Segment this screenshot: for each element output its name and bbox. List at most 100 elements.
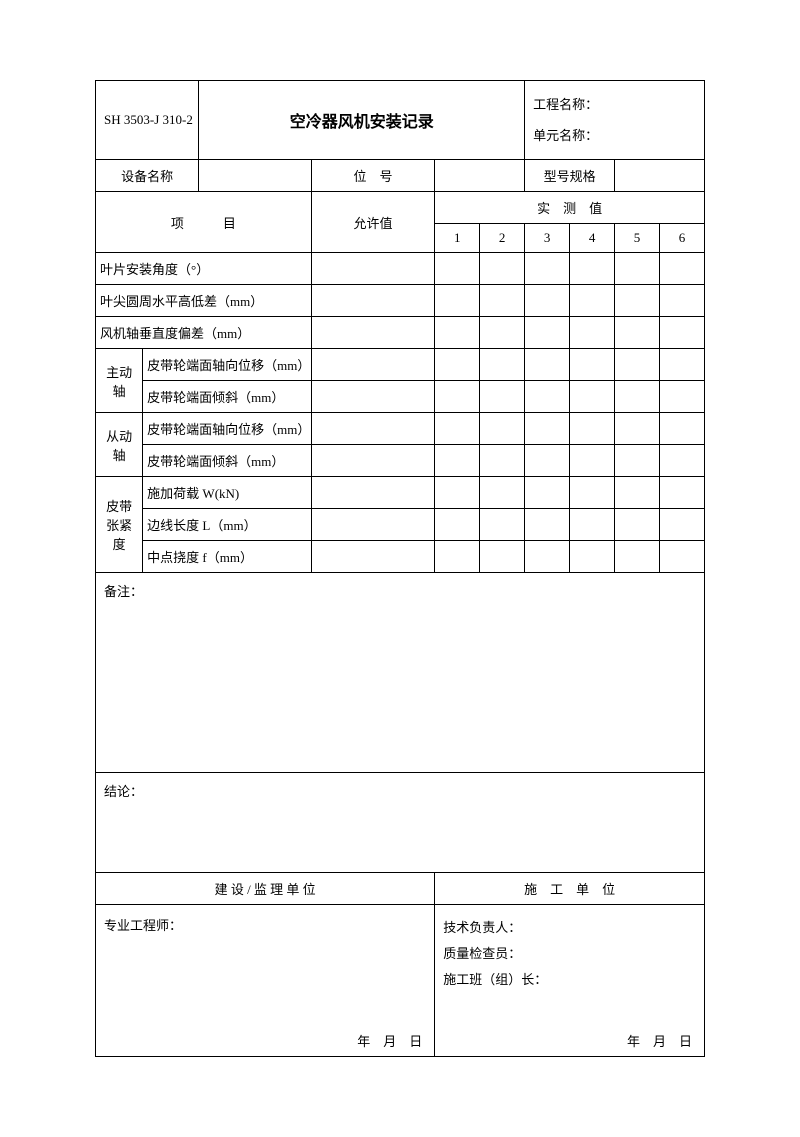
- engineer-label: 专业工程师：: [96, 905, 435, 1025]
- cell[interactable]: [570, 445, 615, 477]
- cell[interactable]: [480, 285, 525, 317]
- cell[interactable]: [480, 317, 525, 349]
- col-4: 4: [570, 224, 615, 253]
- cell[interactable]: [480, 477, 525, 509]
- cell[interactable]: [659, 445, 704, 477]
- cell[interactable]: [480, 413, 525, 445]
- row-label: 叶尖圆周水平高低差（mm）: [96, 285, 312, 317]
- table-row: 叶尖圆周水平高低差（mm）: [96, 285, 705, 317]
- cell[interactable]: [659, 413, 704, 445]
- row-label: 皮带轮端面倾斜（mm）: [143, 381, 312, 413]
- cell[interactable]: [435, 541, 480, 573]
- cell[interactable]: [615, 349, 660, 381]
- position-value[interactable]: [435, 160, 525, 192]
- cell[interactable]: [659, 509, 704, 541]
- cell[interactable]: [435, 317, 480, 349]
- col-3: 3: [525, 224, 570, 253]
- device-name-label: 设备名称: [96, 160, 199, 192]
- cell[interactable]: [615, 413, 660, 445]
- cell[interactable]: [570, 413, 615, 445]
- cell[interactable]: [480, 541, 525, 573]
- cell[interactable]: [525, 445, 570, 477]
- cell[interactable]: [525, 509, 570, 541]
- row-label: 皮带轮端面轴向位移（mm）: [143, 349, 312, 381]
- cell[interactable]: [435, 381, 480, 413]
- cell[interactable]: [615, 317, 660, 349]
- cell[interactable]: [480, 349, 525, 381]
- cell[interactable]: [311, 317, 435, 349]
- cell[interactable]: [525, 317, 570, 349]
- remark-section[interactable]: 备注：: [96, 573, 705, 773]
- cell[interactable]: [525, 477, 570, 509]
- model-value[interactable]: [615, 160, 705, 192]
- cell[interactable]: [570, 285, 615, 317]
- cell[interactable]: [480, 445, 525, 477]
- unit-name-label: 单元名称：: [533, 120, 696, 151]
- cell[interactable]: [659, 477, 704, 509]
- cell[interactable]: [525, 413, 570, 445]
- cell[interactable]: [311, 541, 435, 573]
- cell[interactable]: [615, 445, 660, 477]
- cell[interactable]: [435, 253, 480, 285]
- col-5: 5: [615, 224, 660, 253]
- conclusion-section[interactable]: 结论：: [96, 773, 705, 873]
- table-row: 主动轴 皮带轮端面轴向位移（mm）: [96, 349, 705, 381]
- cell[interactable]: [525, 285, 570, 317]
- cell[interactable]: [615, 253, 660, 285]
- table-row: 风机轴垂直度偏差（mm）: [96, 317, 705, 349]
- cell[interactable]: [570, 477, 615, 509]
- right-signatures: 技术负责人： 质量检查员： 施工班（组）长：: [435, 905, 705, 1025]
- col-6: 6: [659, 224, 704, 253]
- cell[interactable]: [311, 445, 435, 477]
- project-info: 工程名称： 单元名称：: [525, 81, 705, 160]
- cell[interactable]: [525, 381, 570, 413]
- cell[interactable]: [570, 381, 615, 413]
- cell[interactable]: [435, 477, 480, 509]
- cell[interactable]: [435, 285, 480, 317]
- cell[interactable]: [311, 381, 435, 413]
- cell[interactable]: [311, 285, 435, 317]
- cell[interactable]: [615, 477, 660, 509]
- cell[interactable]: [570, 253, 615, 285]
- cell[interactable]: [615, 381, 660, 413]
- cell[interactable]: [615, 509, 660, 541]
- cell[interactable]: [525, 349, 570, 381]
- model-label: 型号规格: [525, 160, 615, 192]
- cell[interactable]: [435, 509, 480, 541]
- form-code: SH 3503-J 310-2: [96, 81, 199, 160]
- row-label: 边线长度 L（mm）: [143, 509, 312, 541]
- cell[interactable]: [311, 477, 435, 509]
- cell[interactable]: [659, 349, 704, 381]
- cell[interactable]: [570, 317, 615, 349]
- cell[interactable]: [615, 285, 660, 317]
- cell[interactable]: [480, 381, 525, 413]
- item-header: 项 目: [96, 192, 312, 253]
- cell[interactable]: [311, 413, 435, 445]
- cell[interactable]: [659, 381, 704, 413]
- cell[interactable]: [525, 541, 570, 573]
- cell[interactable]: [311, 509, 435, 541]
- cell[interactable]: [435, 349, 480, 381]
- cell[interactable]: [570, 541, 615, 573]
- cell[interactable]: [659, 541, 704, 573]
- form-title: 空冷器风机安装记录: [199, 81, 525, 160]
- cell[interactable]: [435, 445, 480, 477]
- cell[interactable]: [570, 349, 615, 381]
- cell[interactable]: [311, 253, 435, 285]
- cell[interactable]: [480, 509, 525, 541]
- constructor-header: 施 工 单 位: [435, 873, 705, 905]
- cell[interactable]: [525, 253, 570, 285]
- device-name-value[interactable]: [199, 160, 311, 192]
- cell[interactable]: [480, 253, 525, 285]
- cell[interactable]: [570, 509, 615, 541]
- cell[interactable]: [659, 285, 704, 317]
- position-label: 位 号: [311, 160, 435, 192]
- cell[interactable]: [659, 317, 704, 349]
- cell[interactable]: [615, 541, 660, 573]
- date-right: 年 月 日: [435, 1025, 705, 1057]
- form-table: SH 3503-J 310-2 空冷器风机安装记录 工程名称： 单元名称： 设备…: [95, 80, 705, 1057]
- cell[interactable]: [659, 253, 704, 285]
- cell[interactable]: [311, 349, 435, 381]
- group-label: 主动轴: [96, 349, 143, 413]
- cell[interactable]: [435, 413, 480, 445]
